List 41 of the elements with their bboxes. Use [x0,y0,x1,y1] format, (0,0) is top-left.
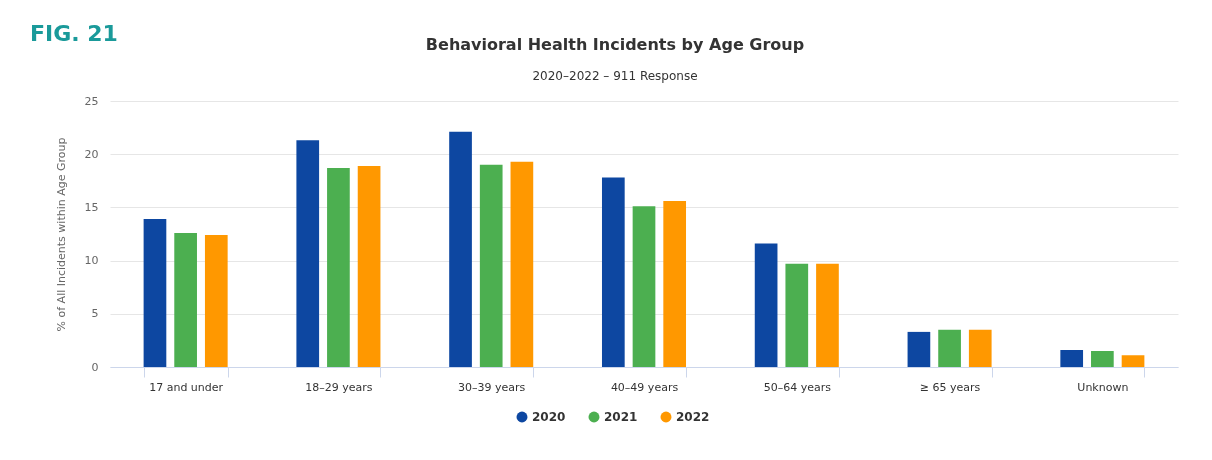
chart-title: Behavioral Health Incidents by Age Group [425,35,805,54]
bar [296,140,320,367]
bar [907,331,931,367]
bar [1091,351,1114,367]
x-tick-label: ≥ 65 years [919,380,981,394]
bar [938,329,961,367]
bar [143,219,167,367]
y-tick-label: 10 [84,254,99,268]
bar [327,168,350,367]
bar [174,232,197,367]
bar [479,164,503,367]
x-tick-label: Unknown [1077,380,1129,394]
bar [449,131,472,367]
bar [816,263,839,367]
legend-label: 2020 [532,410,566,424]
bar [632,206,656,367]
bar [357,165,381,367]
y-tick-label: 25 [84,94,99,108]
x-tick-label: 30–39 years [458,380,526,394]
y-tick-label: 5 [91,307,99,321]
caption: FIG. 21 [30,21,118,46]
x-tick-label: 17 and under [149,380,224,394]
bar [601,177,625,367]
chart-subtitle: 2020–2022 – 911 Response [532,69,698,83]
bar [754,243,778,367]
y-tick-label: 20 [84,147,99,161]
legend-label: 2021 [604,410,638,424]
legend-label: 2022 [676,410,710,424]
bar [204,235,228,367]
y-tick-label: 15 [84,200,99,214]
bar [785,263,809,367]
bar [1121,355,1145,367]
y-tick-label: 0 [91,360,99,374]
x-tick-label: 40–49 years [610,380,679,394]
x-tick-label: 50–64 years [763,380,832,394]
y-axis-title: % of All Incidents within Age Group [54,137,68,332]
bar [663,201,687,367]
bar [510,161,534,367]
bar [1060,349,1084,367]
x-tick-label: 18–29 years [305,380,373,394]
bar [968,329,992,367]
